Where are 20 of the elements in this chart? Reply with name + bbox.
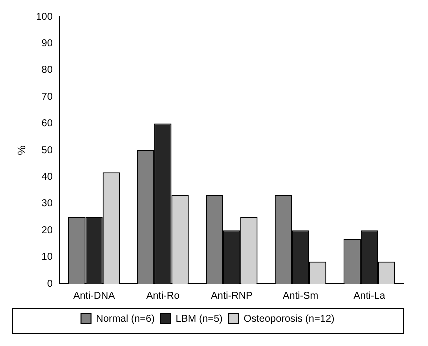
x-tick-label: Anti-La xyxy=(354,290,386,302)
y-axis-title: % xyxy=(16,145,29,156)
y-tick-label: 90 xyxy=(42,38,54,50)
x-tick-label: Anti-Ro xyxy=(146,290,180,302)
y-tick-label: 100 xyxy=(36,12,54,23)
y-tick-label: 30 xyxy=(42,198,54,210)
legend-label: Normal (n=6) xyxy=(96,314,155,325)
x-tick-label: Anti-RNP xyxy=(211,290,254,302)
legend-label: Osteoporosis (n=12) xyxy=(244,314,335,325)
legend-label: LBM (n=5) xyxy=(176,314,223,325)
y-tick-label: 80 xyxy=(42,65,54,76)
x-tick-label: Anti-DNA xyxy=(73,290,116,302)
y-tick-label: 10 xyxy=(42,252,54,264)
y-tick-label: 70 xyxy=(42,92,54,103)
y-tick-label: 40 xyxy=(42,172,54,183)
y-tick-label: 50 xyxy=(42,145,54,156)
y-tick-label: 0 xyxy=(47,278,54,290)
y-tick-label: 60 xyxy=(42,118,54,130)
y-tick-label: 20 xyxy=(42,225,54,236)
x-tick-label: Anti-Sm xyxy=(282,290,319,302)
